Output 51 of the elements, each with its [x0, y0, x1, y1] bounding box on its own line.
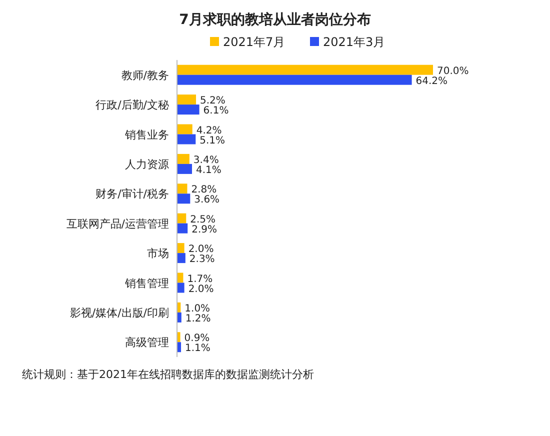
data-label: 6.1% [203, 106, 229, 117]
data-label: 1.0% [184, 303, 210, 314]
y-tick-label: 行政/后勤/文秘 [96, 98, 169, 112]
bar [177, 64, 433, 75]
bar [177, 332, 180, 342]
data-label: 0.9% [184, 333, 210, 344]
data-label: 1.1% [185, 343, 210, 354]
data-label: 5.2% [200, 96, 226, 107]
y-tick-label: 影视/媒体/出版/印刷 [70, 306, 169, 320]
bar [177, 154, 190, 164]
bar [177, 134, 196, 144]
data-label: 2.3% [189, 254, 215, 266]
data-label: 5.1% [200, 135, 226, 146]
chart-title: 7月求职的教培从业者岗位分布 [179, 11, 371, 28]
bar [177, 223, 188, 234]
bar [177, 282, 184, 293]
bar [177, 253, 186, 264]
bar [177, 124, 192, 134]
bar [177, 164, 192, 174]
bar [177, 104, 200, 115]
legend-label: 2021年7月 [223, 35, 286, 49]
data-label: 4.1% [196, 164, 222, 176]
data-label: 70.0% [437, 66, 469, 77]
y-tick-label: 互联网产品/运营管理 [66, 217, 169, 230]
data-label: 3.6% [194, 194, 220, 206]
y-tick-label: 人力资源 [125, 158, 169, 171]
y-tick-label: 销售管理 [124, 276, 169, 290]
bar [177, 213, 186, 224]
text: 统计规则：基于2021年在线招聘数据库的数据监测统计分析 [22, 368, 314, 381]
bar [177, 243, 184, 254]
bar [177, 312, 182, 322]
data-label: 2.9% [192, 224, 218, 236]
data-label: 4.2% [196, 125, 222, 136]
bar [177, 74, 412, 85]
data-label: 2.5% [190, 214, 216, 226]
y-tick-label: 销售业务 [124, 128, 169, 142]
data-label: 2.0% [188, 244, 214, 256]
bar [177, 184, 188, 194]
data-label: 1.7% [187, 274, 213, 285]
y-tick-label: 财务/审计/税务 [96, 188, 169, 201]
y-tick-label: 市场 [147, 247, 169, 260]
legend-label: 2021年3月 [323, 35, 386, 49]
data-label: 2.8% [191, 184, 217, 196]
data-label: 3.4% [193, 154, 219, 166]
data-label: 2.0% [188, 284, 214, 295]
y-tick-label: 高级管理 [125, 336, 169, 350]
bar [177, 194, 190, 204]
data-label: 64.2% [416, 76, 448, 87]
y-tick-label: 教师/教务 [121, 68, 169, 82]
data-label: 1.2% [185, 313, 211, 324]
bar [177, 94, 196, 105]
